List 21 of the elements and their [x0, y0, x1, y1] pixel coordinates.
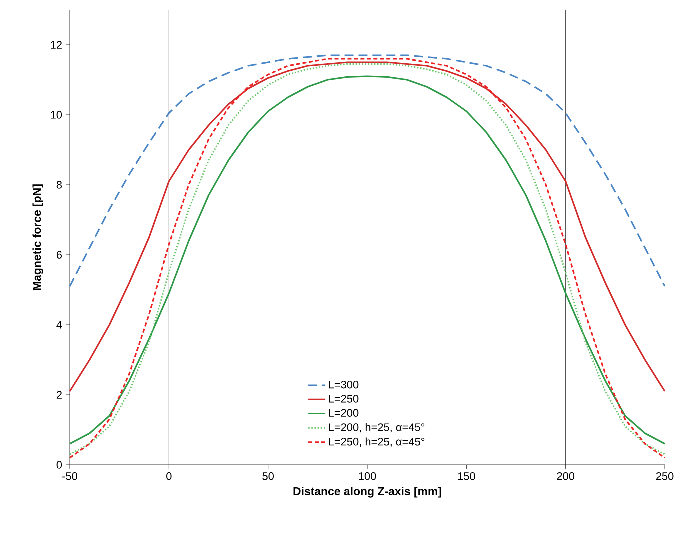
y-tick-label: 0 [56, 461, 62, 469]
x-tick-label: 50 [262, 472, 274, 480]
y-axis-title: Magnetic force [pN] [32, 184, 44, 290]
x-tick-label: 0 [166, 472, 172, 480]
x-tick-label: 200 [557, 472, 575, 480]
y-tick-label: 4 [56, 321, 62, 329]
legend-label: L=200 [329, 409, 359, 417]
y-tick-label: 10 [51, 111, 62, 119]
x-tick-label: 250 [656, 472, 674, 480]
y-tick-label: 6 [56, 251, 62, 259]
x-tick-label: 150 [458, 472, 476, 480]
legend-label: L=300 [329, 380, 359, 389]
y-tick-label: 8 [56, 181, 62, 189]
legend-label: L=250 [329, 395, 359, 403]
y-tick-label: 2 [56, 391, 62, 399]
x-axis-title: Distance along Z-axis [mm] [294, 487, 442, 498]
legend-label: L=250, h=25, α=45° [329, 438, 425, 448]
y-tick-label: 12 [51, 41, 62, 49]
x-tick-label: -50 [62, 472, 78, 480]
x-tick-label: 100 [359, 472, 376, 480]
legend-label: L=200, h=25, α=45° [329, 423, 425, 433]
